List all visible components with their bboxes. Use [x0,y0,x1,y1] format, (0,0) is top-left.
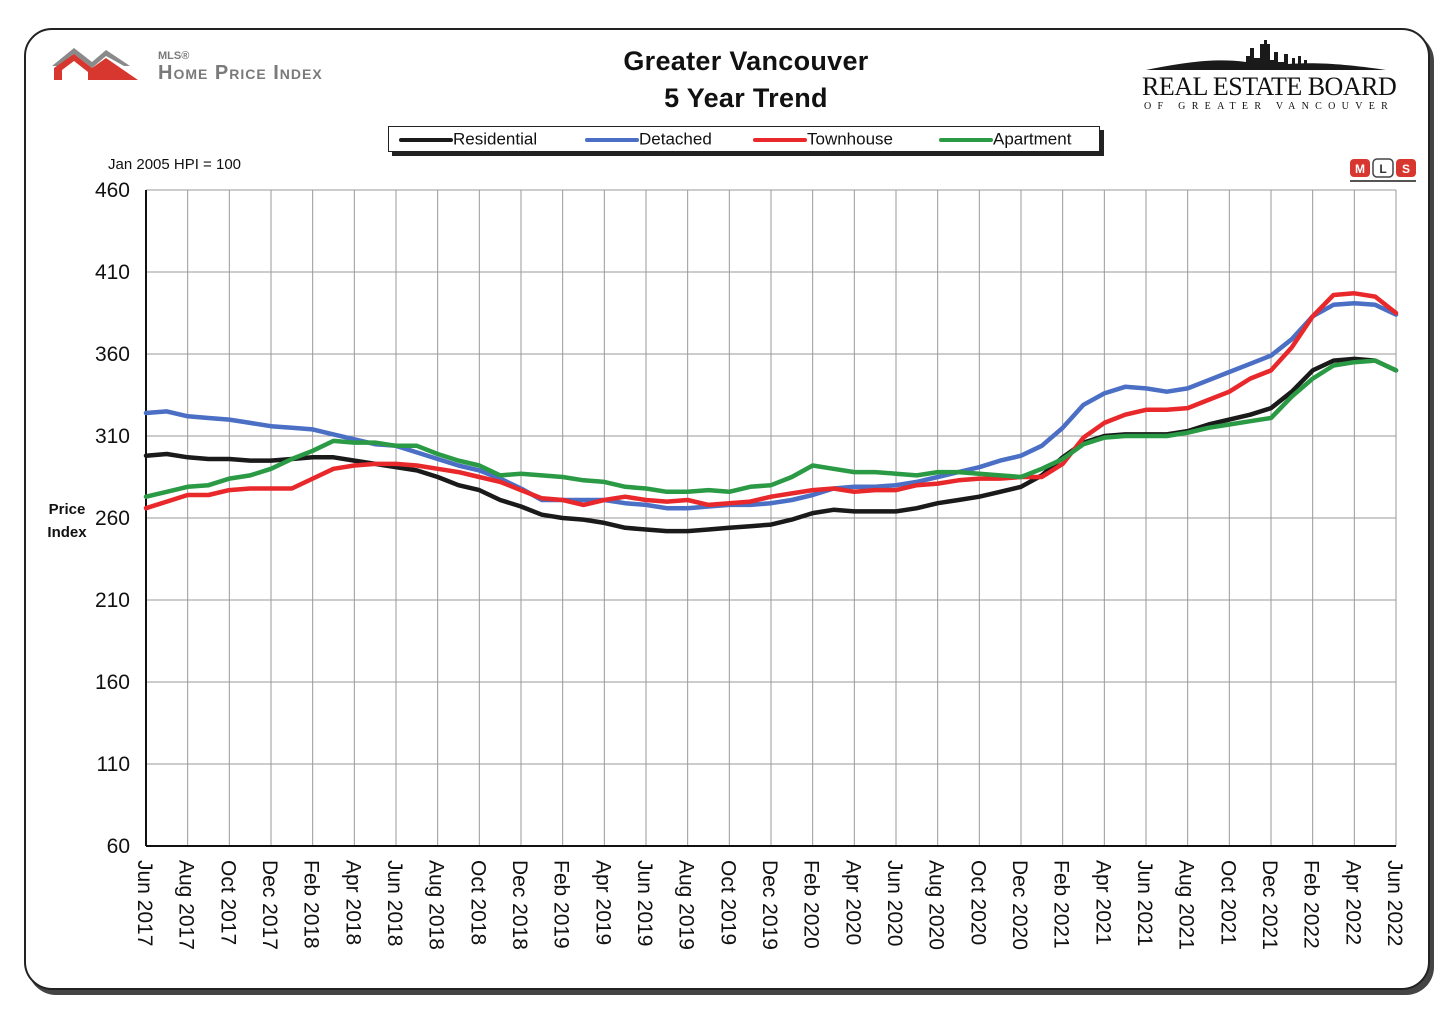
legend-item-detached: Detached [585,129,712,149]
x-tick-label: Feb 2019 [550,860,573,949]
hpi-base-note: Jan 2005 HPI = 100 [108,156,242,173]
x-tick-label: Dec 2018 [508,860,531,950]
y-axis-title: Price Index [47,501,87,541]
chart-frame [24,28,1430,990]
chart-title-line1: Greater Vancouver [623,46,869,76]
x-tick-label: Jun 2019 [633,860,656,946]
series-line-apartment [143,358,1399,499]
chart-title-line2: 5 Year Trend [664,83,828,113]
y-tick-label-360: 360 [95,343,130,366]
legend-item-apartment: Apartment [939,129,1071,149]
y-tick-label-110: 110 [97,753,130,776]
x-tick-label: Oct 2019 [716,860,739,945]
series-line-townhouse [143,291,1399,511]
x-tick-label: Jun 2020 [883,860,906,946]
x-tick-label: Feb 2021 [1050,860,1073,949]
legend-swatch-detached [585,137,639,142]
series-line-detached [143,300,1399,511]
mls-badge-icon: M L S [1350,158,1416,182]
x-tick-label: Oct 2017 [216,860,239,945]
x-tick-label: Aug 2021 [1175,860,1198,950]
x-tick-label: Dec 2019 [758,860,781,950]
legend-swatch-townhouse [753,137,807,142]
y-tick-label-60: 60 [107,835,130,858]
y-tick-label-160: 160 [95,671,130,694]
x-tick-label: Aug 2017 [175,860,198,950]
x-tick-label: Jun 2018 [383,860,406,946]
x-tick-label: Aug 2018 [425,860,448,950]
reb-logo-name: REAL ESTATE BOARD [1142,72,1397,101]
hpi-logo-text: Home Price Index [158,62,323,84]
x-tick-label: Feb 2022 [1300,860,1323,949]
legend-label-townhouse: Townhouse [807,129,894,149]
legend-label-apartment: Apartment [993,129,1072,149]
x-tick-label: Dec 2017 [258,860,281,950]
y-tick-label-410: 410 [95,261,130,284]
x-tick-label: Oct 2020 [966,860,989,945]
legend-swatch-apartment [939,137,993,142]
x-tick-label: Jun 2017 [133,860,156,946]
hpi-house-logo [52,48,138,80]
x-tick-label: Apr 2022 [1341,860,1364,945]
hpi-logo-small-text: MLS® [158,50,190,62]
legend-item-residential: Residential [399,129,537,149]
reb-logo-subtitle: OF GREATER VANCOUVER [1144,101,1395,112]
city-skyline-icon [1146,40,1386,70]
x-tick-label: Dec 2021 [1258,860,1281,950]
legend-item-townhouse: Townhouse [753,129,893,149]
x-tick-label: Apr 2020 [841,860,864,945]
chart-legend: Residential Detached Townhouse Apartment [388,126,1100,152]
x-tick-label: Apr 2021 [1091,860,1114,945]
x-tick-label: Feb 2020 [800,860,823,949]
x-tick-label: Apr 2018 [341,860,364,945]
x-tick-label: Apr 2019 [591,860,614,945]
x-tick-label: Feb 2018 [300,860,323,949]
y-tick-label-260: 260 [95,507,130,530]
x-tick-label: Oct 2018 [466,860,489,945]
legend-label-residential: Residential [453,129,538,149]
y-tick-label-310: 310 [95,425,130,448]
y-tick-label-210: 210 [95,589,130,612]
legend-swatch-residential [399,137,453,142]
svg-text:L: L [1379,162,1386,176]
legend-label-detached: Detached [639,129,712,149]
x-tick-label: Oct 2021 [1216,860,1239,945]
x-tick-label: Dec 2020 [1008,860,1031,950]
x-tick-label: Jun 2021 [1133,860,1156,946]
x-tick-label: Aug 2020 [925,860,948,950]
x-tick-label: Jun 2022 [1383,860,1406,946]
y-tick-label-460: 460 [95,179,130,202]
svg-text:S: S [1402,162,1410,176]
x-tick-label: Aug 2019 [675,860,698,950]
svg-text:M: M [1355,162,1365,176]
